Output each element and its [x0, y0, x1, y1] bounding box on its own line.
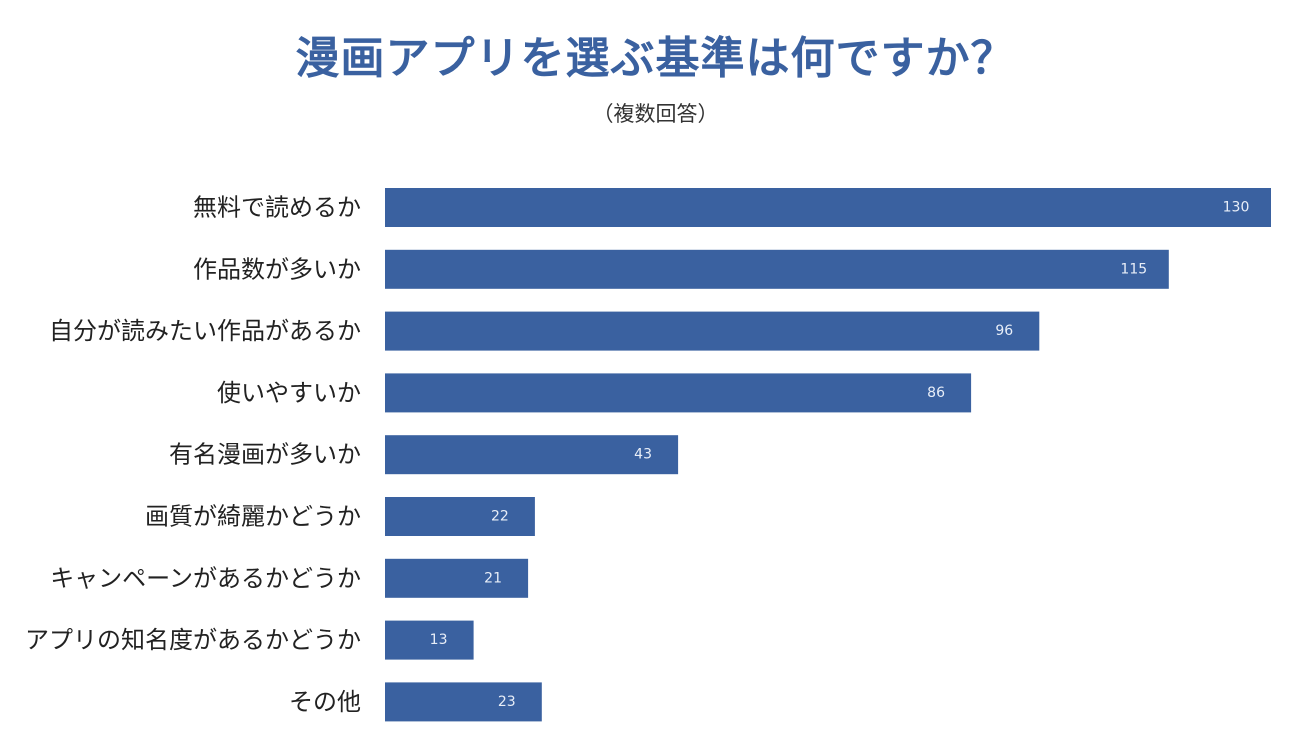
bar	[385, 620, 474, 660]
value-label: 115	[1120, 261, 1147, 277]
value-label: 130	[1223, 200, 1250, 216]
bar	[385, 682, 542, 722]
bar-row: アプリの知名度があるかどうか 13	[25, 620, 474, 660]
value-label: 96	[995, 323, 1013, 339]
category-label: その他	[289, 688, 361, 716]
bar-row: 画質が綺麗かどうか 22	[145, 497, 535, 536]
bar	[385, 249, 1169, 289]
bar	[385, 373, 972, 413]
value-label: 43	[634, 447, 652, 463]
category-label: 自分が読みたい作品があるか	[49, 317, 361, 345]
category-label: 作品数が多いか	[193, 255, 361, 283]
category-label: アプリの知名度があるかどうか	[25, 626, 361, 654]
category-label: 使いやすいか	[217, 379, 361, 407]
bar	[385, 435, 679, 475]
bar-row: 作品数が多いか 115	[193, 249, 1169, 289]
value-label: 86	[927, 385, 945, 401]
category-label: 無料で読めるか	[193, 194, 361, 222]
bar-row: 使いやすいか 86	[217, 373, 972, 413]
bar-row: 無料で読めるか 130	[193, 188, 1271, 227]
bar-row: キャンペーンがあるかどうか 21	[50, 558, 529, 598]
chart-subtitle: （複数回答）	[592, 102, 719, 126]
category-label: 有名漫画が多いか	[169, 441, 361, 469]
bar	[385, 188, 1271, 227]
value-label: 22	[491, 509, 509, 525]
chart-title: 漫画アプリを選ぶ基準は何ですか？	[295, 33, 1016, 84]
bar-row: 自分が読みたい作品があるか 96	[49, 311, 1040, 351]
value-label: 23	[498, 694, 516, 710]
value-label: 13	[430, 632, 448, 648]
category-label: キャンペーンがあるかどうか	[50, 564, 361, 592]
bar	[385, 311, 1040, 351]
category-label: 画質が綺麗かどうか	[145, 503, 361, 531]
bar-row: 有名漫画が多いか 43	[169, 435, 679, 475]
bar	[385, 497, 535, 536]
bar	[385, 558, 529, 598]
bar-row: その他 23	[289, 682, 542, 722]
value-label: 21	[484, 570, 502, 586]
